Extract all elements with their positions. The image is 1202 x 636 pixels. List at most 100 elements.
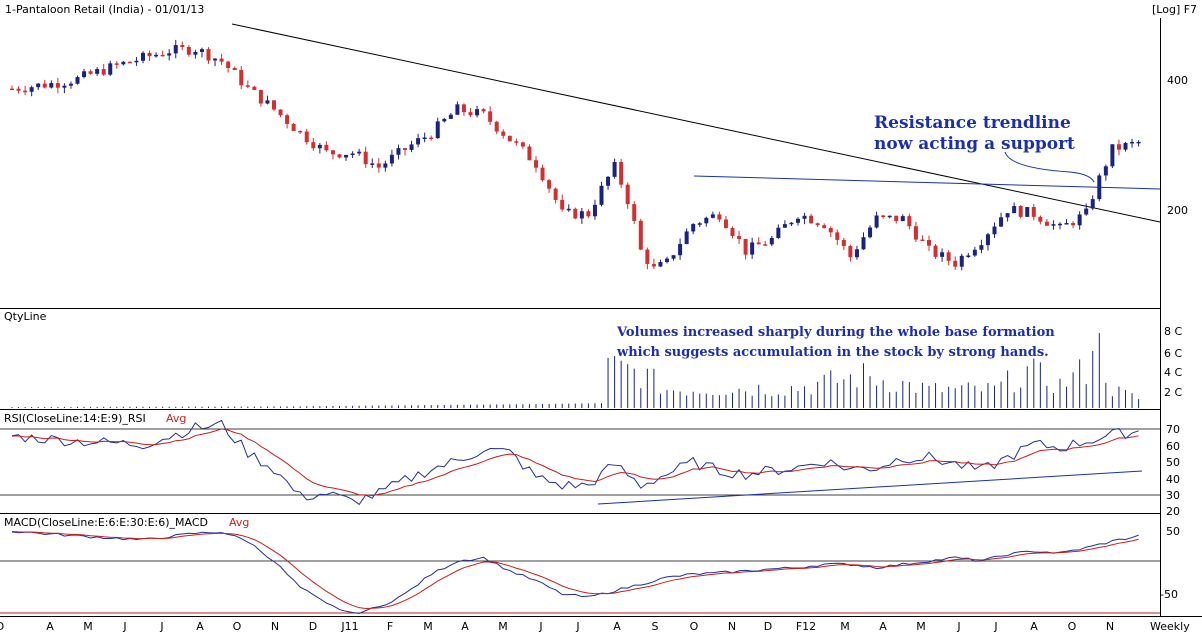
candle-body bbox=[298, 130, 303, 133]
candle-body bbox=[750, 242, 755, 255]
candle-body bbox=[167, 53, 172, 56]
candle-body bbox=[232, 67, 237, 70]
macd-lines-group bbox=[11, 530, 1139, 614]
candle-body bbox=[979, 245, 984, 250]
candle-body bbox=[527, 146, 532, 161]
candle-body bbox=[900, 216, 905, 222]
candle-body bbox=[717, 214, 722, 220]
candle-body bbox=[101, 69, 106, 75]
candle-body bbox=[868, 227, 873, 238]
candle-body bbox=[894, 215, 899, 222]
macd-panel-title: MACD(CloseLine:E:6:E:30:E:6)_MACD bbox=[4, 516, 208, 529]
candle-body bbox=[88, 71, 93, 74]
x-axis-label: N bbox=[728, 620, 736, 633]
candle-body bbox=[416, 138, 421, 145]
candle-body bbox=[239, 69, 244, 86]
candle-body bbox=[887, 215, 892, 218]
price-tick-400: 400 bbox=[1167, 74, 1188, 87]
candle-body bbox=[730, 228, 735, 237]
candle-body bbox=[835, 232, 840, 240]
rsi-tick-30: 30 bbox=[1166, 489, 1180, 502]
candle-body bbox=[468, 112, 473, 116]
candle-body bbox=[985, 234, 990, 246]
candle-body bbox=[927, 240, 931, 246]
candle-body bbox=[501, 131, 506, 136]
candle-body bbox=[121, 61, 126, 65]
rsi-line bbox=[11, 419, 1139, 506]
x-axis-label: A bbox=[196, 620, 204, 633]
candle-body bbox=[1051, 224, 1056, 226]
macd-tick-minus50: -50 bbox=[1160, 588, 1178, 601]
candle-body bbox=[854, 249, 859, 258]
macd-avg-label: Avg bbox=[229, 516, 249, 529]
price-tick-200: 200 bbox=[1167, 204, 1188, 217]
resistance-trendline bbox=[231, 23, 1161, 223]
candle-body bbox=[1110, 144, 1115, 167]
candle-body bbox=[959, 255, 964, 267]
candle-body bbox=[881, 215, 886, 217]
x-axis-label: A bbox=[461, 620, 469, 633]
candle-body bbox=[651, 263, 656, 267]
candle-body bbox=[304, 131, 309, 143]
candle-body bbox=[723, 219, 728, 229]
scale-label: [Log] F7 bbox=[1152, 3, 1197, 16]
candle-body bbox=[383, 163, 388, 168]
chart-title: 1-Pantaloon Retail (India) - 01/01/13 bbox=[5, 3, 204, 16]
rsi-lines-group bbox=[11, 419, 1139, 506]
candle-body bbox=[1064, 223, 1069, 225]
x-axis-label: O bbox=[1068, 620, 1077, 633]
candle-body bbox=[265, 100, 270, 104]
candle-body bbox=[619, 162, 624, 185]
x-axis-label: F12 bbox=[796, 620, 816, 633]
volume-tick-4: 4 C bbox=[1164, 366, 1182, 379]
candle-body bbox=[953, 260, 958, 267]
x-axis-label: J bbox=[956, 620, 960, 633]
candle-body bbox=[180, 45, 185, 47]
candle-body bbox=[258, 89, 263, 104]
candle-body bbox=[809, 215, 814, 224]
candle-body bbox=[108, 63, 113, 75]
candle-body bbox=[324, 144, 329, 151]
volume-bars-group bbox=[11, 333, 1140, 408]
candle-body bbox=[448, 114, 453, 119]
candle-body bbox=[514, 141, 519, 143]
candle-body bbox=[1123, 142, 1128, 150]
candle-body bbox=[337, 154, 342, 158]
candle-body bbox=[1097, 175, 1102, 200]
candle-body bbox=[42, 83, 47, 88]
candle-body bbox=[940, 252, 945, 257]
volume-tick-8: 8 C bbox=[1164, 325, 1182, 338]
candle-body bbox=[1025, 207, 1030, 217]
candle-body bbox=[579, 211, 584, 219]
candle-body bbox=[278, 109, 283, 116]
rsi-tick-50: 50 bbox=[1166, 456, 1180, 469]
candle-body bbox=[344, 154, 349, 158]
rsi-tick-70: 70 bbox=[1166, 423, 1180, 436]
candle-body bbox=[520, 142, 525, 147]
candle-body bbox=[665, 258, 669, 263]
candle-body bbox=[560, 199, 565, 210]
candle-body bbox=[737, 236, 742, 239]
candle-body bbox=[972, 249, 977, 256]
candle-body bbox=[625, 184, 630, 205]
candle-body bbox=[763, 244, 768, 246]
x-axis-label: N bbox=[1106, 620, 1114, 633]
candle-body bbox=[193, 51, 198, 55]
candle-body bbox=[114, 63, 119, 65]
x-axis-label: D bbox=[0, 620, 4, 633]
candle-body bbox=[429, 137, 434, 140]
candle-body bbox=[16, 88, 21, 91]
candle-body bbox=[1090, 199, 1095, 209]
candle-body bbox=[494, 121, 499, 132]
candle-body bbox=[1038, 216, 1043, 222]
candle-body bbox=[311, 142, 316, 149]
volume-tick-6: 6 C bbox=[1164, 347, 1182, 360]
candle-body bbox=[36, 83, 41, 88]
candle-body bbox=[206, 49, 211, 61]
candle-body bbox=[874, 215, 879, 228]
candle-body bbox=[330, 150, 335, 155]
period-label: Weekly bbox=[1150, 620, 1190, 633]
candle-body bbox=[946, 252, 951, 261]
candle-body bbox=[1084, 208, 1089, 215]
x-axis-label: O bbox=[233, 620, 242, 633]
